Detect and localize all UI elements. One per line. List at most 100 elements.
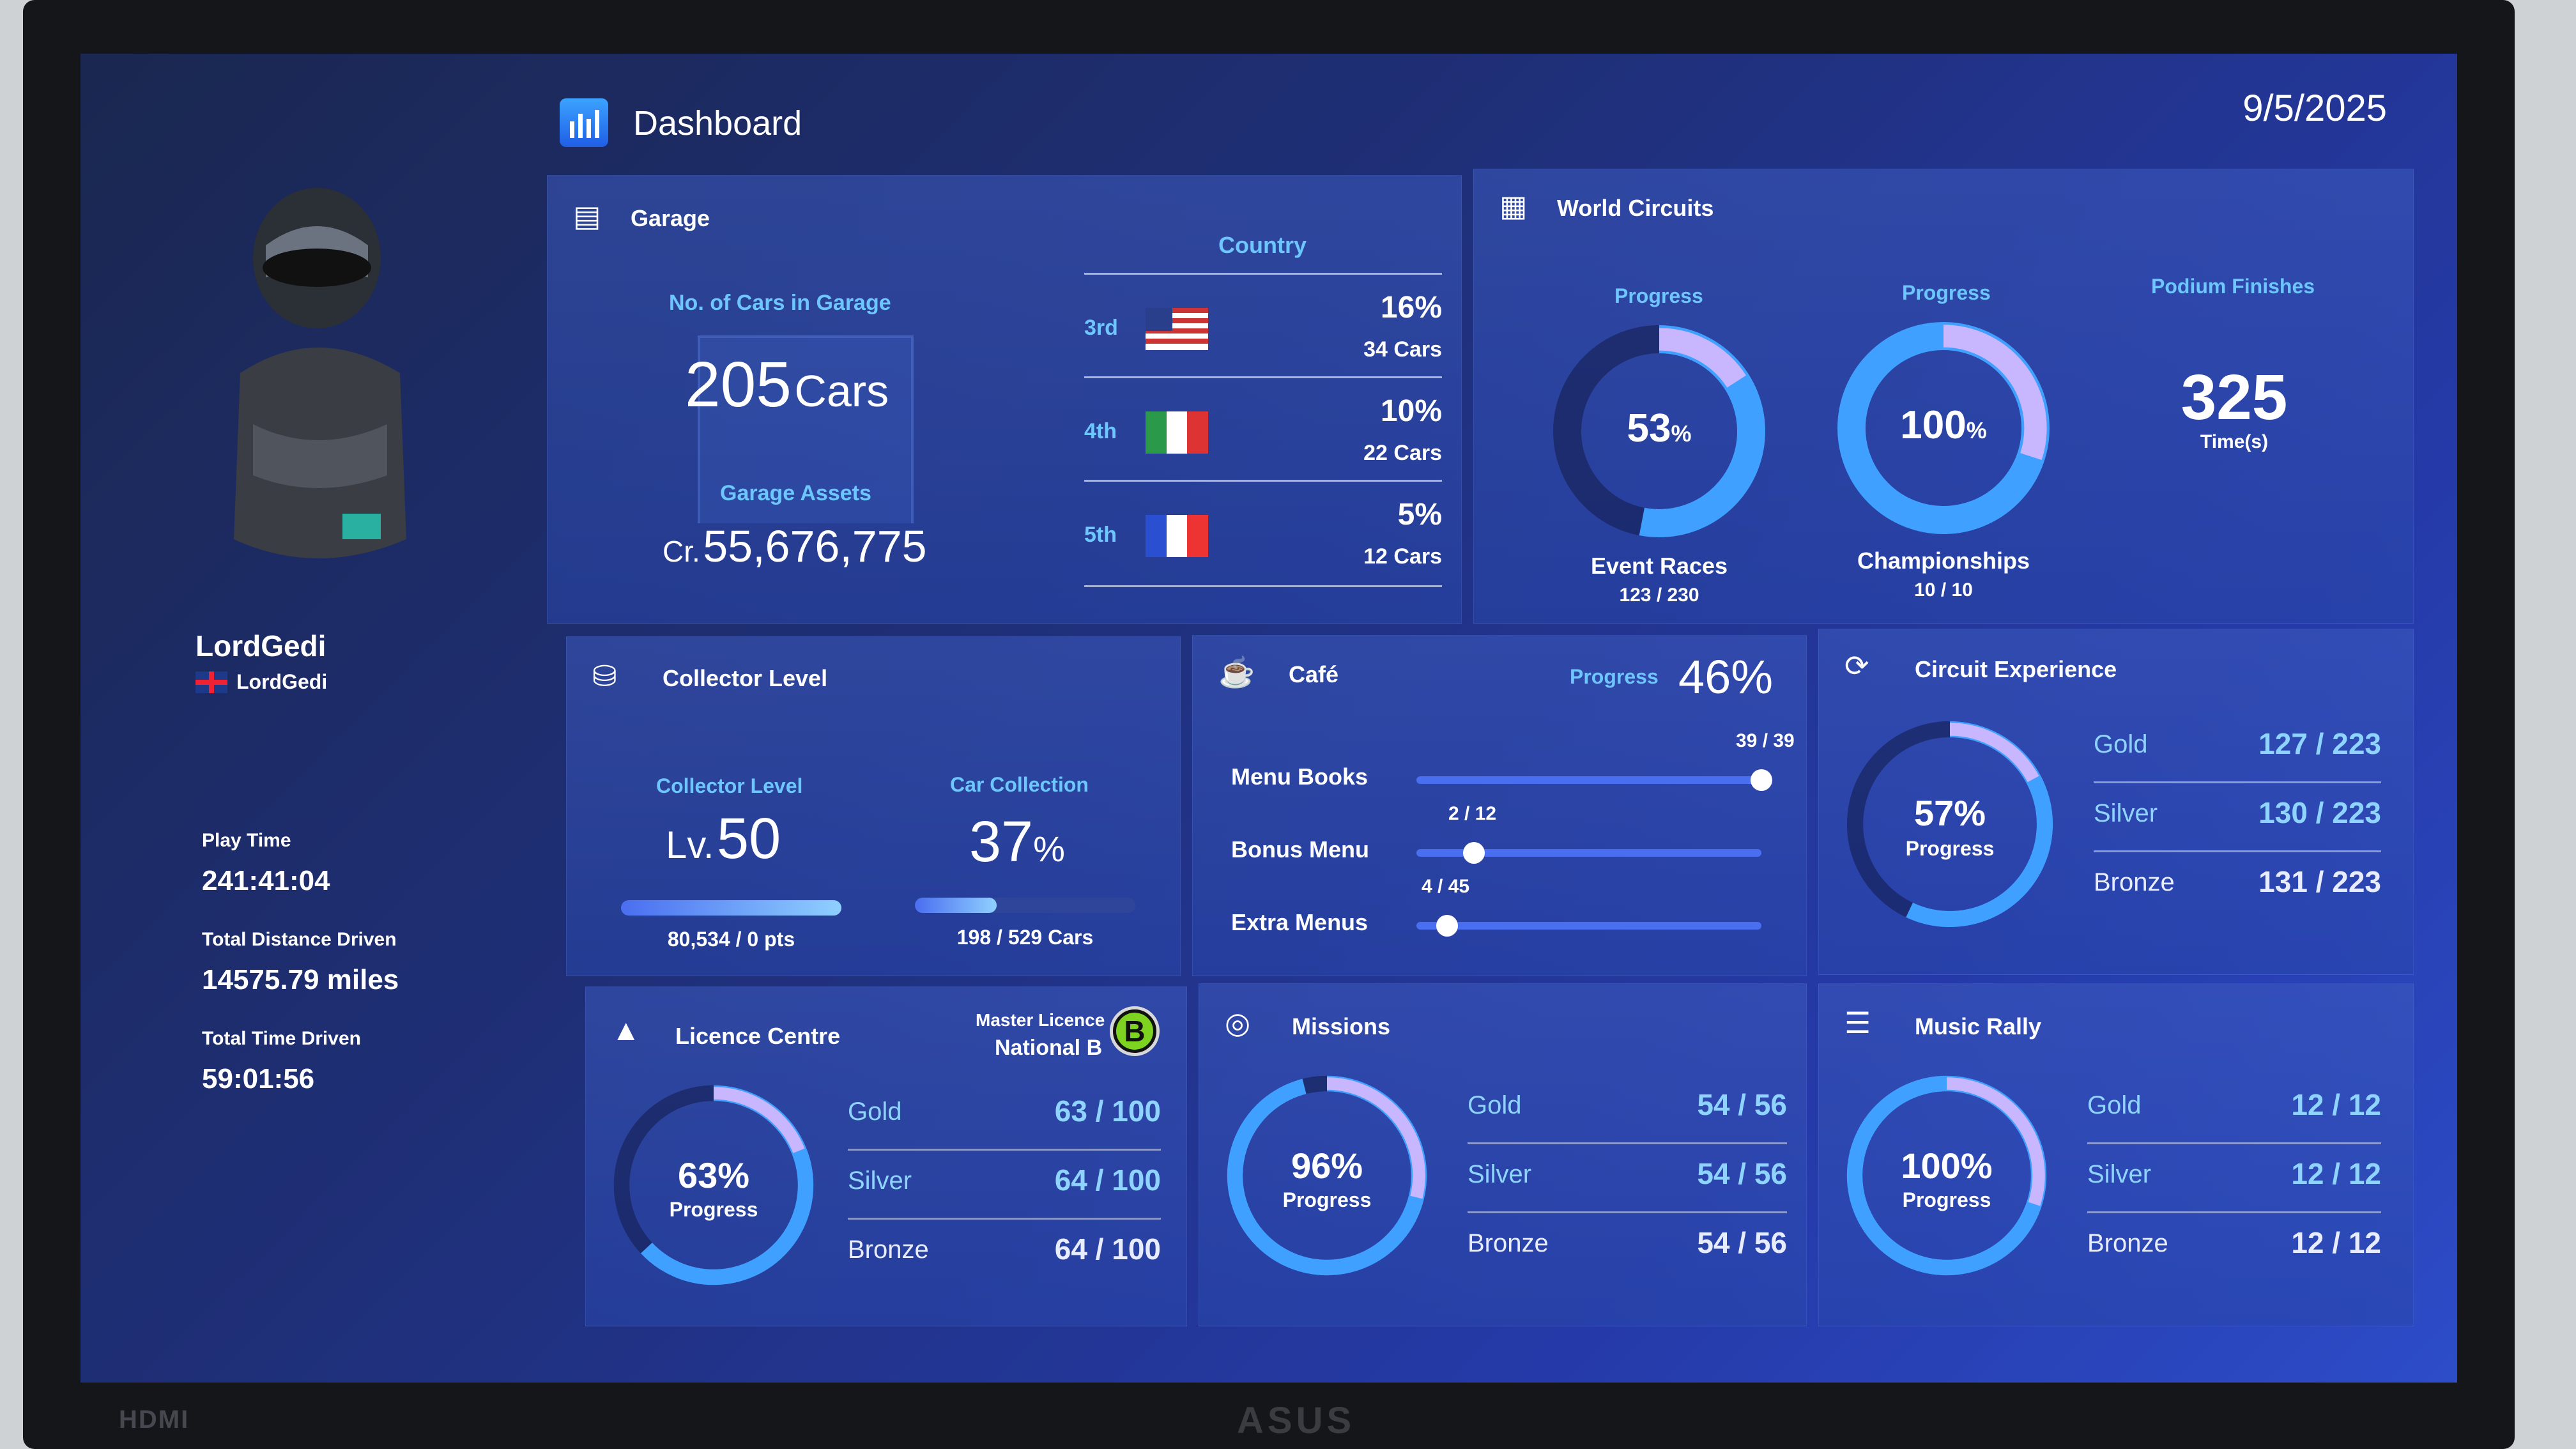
licence-percent: 63% [677, 1155, 750, 1195]
event-races-name: Event Races [1590, 553, 1728, 579]
cars-label: No. of Cars in Garage [669, 291, 891, 315]
collection-bar [915, 898, 1135, 913]
distance-label: Total Distance Driven [202, 929, 397, 950]
collector-level-label: Collector Level [656, 774, 803, 797]
country-row[interactable]: 3rd 16% 34 Cars [1084, 273, 1442, 378]
championships-name: Championships [1857, 548, 2030, 574]
france-flag-icon [1146, 515, 1208, 557]
music-rally-gauge [1846, 1075, 2047, 1276]
coffee-cup-icon: ☕ [1218, 656, 1255, 689]
collector-title: Collector Level [663, 665, 828, 691]
garage-panel[interactable]: ▤ Garage No. of Cars in Garage 205 Cars … [547, 175, 1462, 624]
music-rally-medal-table: Gold 12 / 12 Silver 12 / 12 Bronze 12 / 12 [2087, 1073, 2381, 1284]
medal-row-gold: Gold 127 / 223 [2094, 712, 2381, 783]
championships-value: 100 [1900, 403, 1966, 447]
missions-panel[interactable]: ◎ Missions 96% Progress Gold 54 / 56 Silv… [1199, 983, 1807, 1326]
medal-value: 54 / 56 [1697, 1226, 1787, 1259]
circuit-experience-gauge [1846, 721, 2053, 928]
cafe-title: Café [1289, 661, 1339, 687]
brand-logo: ASUS [1237, 1400, 1356, 1441]
cafe-row-label: Bonus Menu [1231, 836, 1369, 862]
level-bar [621, 900, 841, 916]
licence-badge-icon: B [1116, 1013, 1153, 1050]
level-prefix: Lv. [666, 824, 714, 866]
target-icon: ◎ [1225, 1006, 1251, 1039]
player-name[interactable]: LordGedi [195, 629, 326, 663]
credits-prefix: Cr. [663, 535, 700, 568]
medal-name: Silver [2094, 799, 2158, 827]
world-circuits-panel[interactable]: ▦ World Circuits Progress 53% Event Race… [1473, 169, 2414, 624]
monitor-bezel: HDMI ASUS Dashboard 9/5/2025 LordGedi Lo… [23, 0, 2515, 1449]
country-cars: 22 Cars [1363, 441, 1442, 465]
italy-flag-icon [1146, 411, 1208, 454]
music-rally-panel[interactable]: ☰ Music Rally 100% Progress Gold 12 / 12 … [1818, 983, 2414, 1326]
slider-knob [1751, 769, 1772, 791]
missions-medal-table: Gold 54 / 56 Silver 54 / 56 Bronze 54 / 56 [1468, 1073, 1787, 1284]
garage-title: Garage [631, 205, 710, 231]
driver-avatar[interactable] [215, 181, 419, 597]
car-collection-label: Car Collection [950, 773, 1089, 796]
podium-unit: Time(s) [2200, 431, 2269, 452]
country-header: Country [1218, 232, 1307, 258]
music-rally-title: Music Rally [1915, 1013, 2042, 1039]
country-percent: 5% [1397, 498, 1442, 532]
medal-row-silver: Silver 12 / 12 [2087, 1142, 2381, 1213]
collector-level-panel[interactable]: ⛁ Collector Level Collector Level Lv. 50… [566, 636, 1181, 976]
ce-progress-label: Progress [1905, 837, 1995, 860]
medal-row-silver: Silver 54 / 56 [1468, 1142, 1787, 1213]
level-value: 50 [717, 807, 781, 871]
country-percent: 10% [1380, 394, 1442, 428]
country-row[interactable]: 4th 10% 22 Cars [1084, 376, 1442, 482]
cafe-row-label: Menu Books [1231, 763, 1368, 790]
music-rally-percent: 100% [1901, 1146, 1993, 1186]
missions-title: Missions [1292, 1013, 1391, 1039]
medal-name: Gold [1468, 1091, 1522, 1119]
circuit-experience-highlight [1848, 723, 2051, 926]
championships-gauge [1837, 322, 2050, 534]
cafe-progress-slider [1416, 842, 1761, 864]
missions-highlight [1229, 1077, 1425, 1274]
page-title: Dashboard [633, 104, 802, 142]
podium-value: 325 [2181, 362, 2288, 433]
licence-centre-panel[interactable]: ▲ Licence Centre Master Licence National… [585, 986, 1187, 1326]
dashboard-screen: Dashboard 9/5/2025 LordGedi LordGedi Pla… [80, 54, 2457, 1383]
medal-value: 127 / 223 [2258, 727, 2381, 760]
medal-name: Bronze [848, 1236, 929, 1264]
country-percent: 16% [1380, 291, 1442, 325]
medal-value: 12 / 12 [2291, 1226, 2381, 1259]
time-driven-label: Total Time Driven [202, 1028, 361, 1049]
cars-unit: Cars [794, 366, 889, 416]
level-bar-fill [621, 900, 841, 916]
medal-value: 131 / 223 [2258, 865, 2381, 898]
cafe-progress-value: 46% [1678, 650, 1774, 703]
licence-highlight [615, 1087, 812, 1284]
cafe-row-count: 2 / 12 [1448, 803, 1497, 824]
car-collection-percent: 37% [969, 809, 1065, 875]
assets-label: Garage Assets [720, 481, 871, 505]
cafe-row-count: 4 / 45 [1422, 876, 1470, 897]
collection-value: 37 [969, 810, 1034, 874]
event-races-unit: % [1671, 420, 1692, 447]
traffic-cone-icon: ▲ [611, 1013, 641, 1046]
cars-value: 205 [685, 349, 792, 420]
cafe-panel[interactable]: ☕ Café Progress 46% Menu Books 39 / 39 Bon… [1192, 635, 1807, 976]
medal-name: Silver [2087, 1160, 2152, 1188]
circuit-experience-panel[interactable]: ⟳ Circuit Experience 57% Progress Gold 12… [1818, 629, 2414, 975]
medal-row-gold: Gold 54 / 56 [1468, 1073, 1787, 1144]
checkered-flag-icon: ▦ [1499, 189, 1528, 222]
medal-name: Silver [1468, 1160, 1532, 1188]
missions-gauge [1227, 1075, 1427, 1276]
level-pts: 80,534 / 0 pts [667, 928, 795, 951]
country-rank: 4th [1084, 419, 1117, 443]
event-races-count: 123 / 230 [1619, 585, 1699, 606]
time-driven-value: 59:01:56 [202, 1063, 315, 1094]
medal-name: Bronze [2087, 1229, 2168, 1257]
medal-row-bronze: Bronze 54 / 56 [1468, 1211, 1787, 1280]
country-row[interactable]: 5th 5% 12 Cars [1084, 480, 1442, 587]
medal-row-bronze: Bronze 64 / 100 [848, 1218, 1161, 1287]
collection-bar-fill [915, 898, 997, 913]
championships-unit: % [1966, 417, 1987, 443]
podium-label: Podium Finishes [2151, 275, 2315, 298]
player-id: LordGedi [195, 670, 327, 694]
circuit-track-icon: ⟳ [1844, 649, 1869, 682]
